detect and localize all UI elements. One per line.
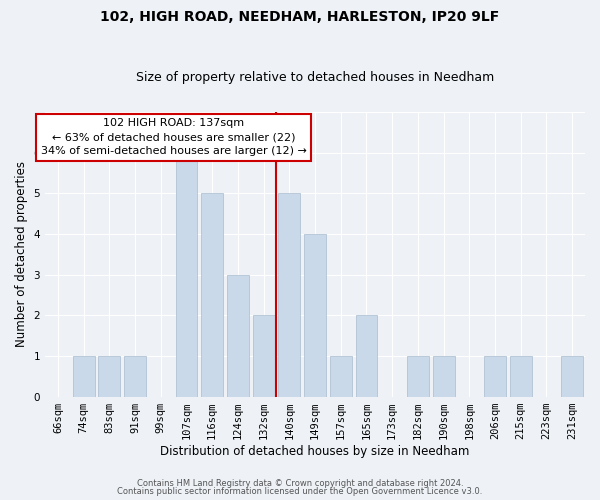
- Bar: [484, 356, 506, 397]
- Bar: [510, 356, 532, 397]
- Bar: [176, 152, 197, 396]
- Y-axis label: Number of detached properties: Number of detached properties: [15, 162, 28, 348]
- Bar: [407, 356, 429, 397]
- Bar: [124, 356, 146, 397]
- Bar: [433, 356, 455, 397]
- Bar: [98, 356, 120, 397]
- Title: Size of property relative to detached houses in Needham: Size of property relative to detached ho…: [136, 72, 494, 85]
- Bar: [201, 194, 223, 396]
- Bar: [253, 316, 275, 396]
- Bar: [330, 356, 352, 397]
- Bar: [73, 356, 95, 397]
- Bar: [561, 356, 583, 397]
- Bar: [304, 234, 326, 396]
- X-axis label: Distribution of detached houses by size in Needham: Distribution of detached houses by size …: [160, 444, 470, 458]
- Bar: [227, 274, 249, 396]
- Text: 102 HIGH ROAD: 137sqm
← 63% of detached houses are smaller (22)
34% of semi-deta: 102 HIGH ROAD: 137sqm ← 63% of detached …: [41, 118, 307, 156]
- Text: 102, HIGH ROAD, NEEDHAM, HARLESTON, IP20 9LF: 102, HIGH ROAD, NEEDHAM, HARLESTON, IP20…: [100, 10, 500, 24]
- Text: Contains HM Land Registry data © Crown copyright and database right 2024.: Contains HM Land Registry data © Crown c…: [137, 478, 463, 488]
- Text: Contains public sector information licensed under the Open Government Licence v3: Contains public sector information licen…: [118, 487, 482, 496]
- Bar: [278, 194, 300, 396]
- Bar: [356, 316, 377, 396]
